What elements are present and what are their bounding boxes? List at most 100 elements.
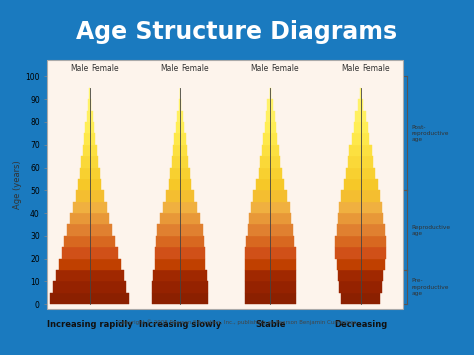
Bar: [62, 247, 90, 259]
Bar: [73, 202, 90, 213]
Bar: [270, 88, 271, 99]
Bar: [246, 236, 270, 247]
Bar: [76, 190, 90, 202]
Bar: [90, 156, 98, 168]
Bar: [361, 213, 383, 224]
Bar: [59, 259, 90, 270]
Bar: [348, 156, 361, 168]
Bar: [270, 202, 290, 213]
Bar: [338, 270, 361, 282]
Text: Female: Female: [182, 64, 209, 73]
Bar: [180, 110, 183, 122]
Bar: [341, 293, 361, 304]
Bar: [180, 247, 205, 259]
Bar: [339, 202, 361, 213]
Bar: [270, 145, 279, 156]
Bar: [270, 224, 293, 236]
Bar: [245, 293, 270, 304]
Text: Male: Male: [70, 64, 88, 73]
Bar: [78, 179, 90, 190]
Bar: [270, 156, 280, 168]
Bar: [180, 190, 194, 202]
Bar: [260, 156, 270, 168]
Text: Decreasing: Decreasing: [334, 320, 387, 329]
Bar: [90, 133, 95, 145]
Bar: [263, 133, 270, 145]
Bar: [90, 270, 124, 282]
Bar: [179, 99, 180, 110]
Bar: [262, 145, 270, 156]
Bar: [153, 270, 180, 282]
Text: Age Structure Diagrams: Age Structure Diagrams: [76, 20, 398, 44]
Text: Female: Female: [362, 64, 390, 73]
Bar: [245, 282, 270, 293]
Bar: [352, 133, 361, 145]
Bar: [249, 213, 270, 224]
Text: Increasing slowly: Increasing slowly: [139, 320, 221, 329]
Bar: [361, 179, 377, 190]
Bar: [152, 293, 180, 304]
Bar: [90, 259, 121, 270]
Bar: [256, 179, 270, 190]
Bar: [361, 259, 384, 270]
Bar: [270, 190, 287, 202]
Bar: [90, 168, 100, 179]
Bar: [180, 202, 197, 213]
Bar: [361, 190, 380, 202]
Bar: [270, 293, 296, 304]
Bar: [90, 293, 129, 304]
Bar: [90, 110, 92, 122]
Bar: [90, 236, 115, 247]
Text: Female: Female: [91, 64, 119, 73]
Bar: [360, 88, 361, 99]
Bar: [358, 99, 361, 110]
Bar: [337, 259, 361, 270]
Text: Copyright © 2008 Pearson Education, Inc., publishing as Pearson Benjamin Cumming: Copyright © 2008 Pearson Education, Inc.…: [118, 320, 356, 325]
Bar: [180, 156, 189, 168]
Bar: [163, 202, 180, 213]
Bar: [85, 122, 90, 133]
Bar: [90, 247, 118, 259]
Bar: [349, 145, 361, 156]
Bar: [270, 179, 284, 190]
Bar: [180, 270, 207, 282]
Bar: [84, 133, 90, 145]
Bar: [155, 247, 180, 259]
Bar: [259, 168, 270, 179]
Bar: [270, 213, 292, 224]
Text: Post-
reproductive
age: Post- reproductive age: [411, 125, 449, 142]
Text: Stable: Stable: [255, 320, 285, 329]
Bar: [270, 247, 296, 259]
Bar: [245, 270, 270, 282]
Bar: [166, 190, 180, 202]
Bar: [335, 236, 361, 247]
Bar: [361, 247, 386, 259]
Bar: [361, 99, 364, 110]
Bar: [87, 110, 90, 122]
Bar: [173, 145, 180, 156]
Bar: [157, 224, 180, 236]
Bar: [270, 168, 282, 179]
Bar: [248, 224, 270, 236]
Bar: [180, 259, 205, 270]
Bar: [270, 99, 273, 110]
Bar: [90, 224, 112, 236]
Bar: [172, 156, 180, 168]
Text: Male: Male: [341, 64, 359, 73]
Text: Reproductive
age: Reproductive age: [411, 225, 450, 236]
Bar: [90, 202, 107, 213]
Bar: [361, 293, 380, 304]
Bar: [354, 122, 361, 133]
Text: Female: Female: [272, 64, 299, 73]
Bar: [64, 236, 90, 247]
Text: Male: Male: [160, 64, 179, 73]
Bar: [346, 168, 361, 179]
Text: Male: Male: [251, 64, 269, 73]
Bar: [90, 99, 91, 110]
Bar: [90, 213, 109, 224]
Bar: [361, 168, 374, 179]
Bar: [361, 156, 373, 168]
Bar: [88, 99, 90, 110]
Bar: [90, 122, 94, 133]
Bar: [67, 224, 90, 236]
